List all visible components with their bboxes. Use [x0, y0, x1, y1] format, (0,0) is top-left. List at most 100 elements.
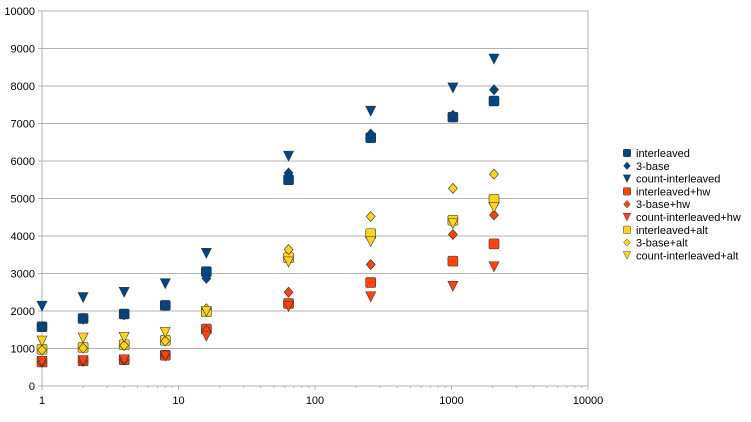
y-axis-tick-labels: 0 1000 2000 3000 4000 5000 6000 7000 8000 9000 100… [4, 6, 35, 393]
y-tick-label: 8000 [11, 81, 35, 93]
x-tick-label: 10000 [573, 395, 604, 407]
y-tick-label: 6000 [11, 156, 35, 168]
x-tick-label: 1000 [439, 395, 463, 407]
legend-item: count-interleaved+alt [622, 250, 738, 262]
data-point-count-interleaved-hw [447, 280, 459, 292]
data-point-count-interleaved-alt [283, 256, 295, 268]
data-point-count-interleaved [200, 247, 212, 259]
data-point-interleaved-hw [488, 238, 500, 250]
x-tick-label: 1 [39, 395, 45, 407]
legend-marker [622, 213, 632, 222]
legend-label: count-interleaved+alt [636, 250, 738, 262]
data-point-3-base [448, 109, 458, 121]
y-tick-label: 1000 [11, 344, 35, 356]
data-point-count-interleaved-alt [447, 218, 459, 230]
data-point-count-interleaved-hw [159, 350, 171, 362]
data-point-3-base [365, 128, 376, 140]
data-point-count-interleaved-hw [77, 355, 89, 367]
legend-marker [623, 238, 631, 247]
data-point-count-interleaved [365, 105, 377, 117]
legend: interleaved3-basecount-interleavedinterl… [622, 148, 741, 262]
data-point-count-interleaved-hw [118, 354, 130, 366]
legend-label: interleaved+alt [636, 225, 708, 237]
y-tick-label: 9000 [11, 44, 35, 56]
legend-label: count-interleaved+hw [636, 212, 741, 224]
data-point-count-interleaved-hw [36, 355, 48, 367]
data-point-count-interleaved-alt [159, 327, 171, 339]
legend-label: interleaved+hw [636, 186, 710, 198]
data-point-interleaved [488, 95, 500, 107]
data-point-3-base-hw [365, 259, 376, 270]
legend-item: interleaved+hw [623, 186, 710, 198]
data-point-interleaved-hw [447, 255, 459, 267]
data-point-3-base-alt [37, 344, 47, 356]
data-point-count-interleaved [118, 286, 130, 298]
data-points [36, 53, 500, 368]
x-tick-label: 100 [306, 395, 324, 407]
data-point-count-interleaved-alt [365, 236, 377, 248]
y-tick-label: 5000 [11, 194, 35, 206]
data-point-3-base [37, 321, 47, 333]
legend-label: 3-base [636, 161, 670, 173]
data-point-count-interleaved-hw [488, 261, 500, 273]
legend-marker [623, 200, 631, 209]
data-point-count-interleaved [447, 82, 459, 94]
legend-item: interleaved+alt [623, 225, 708, 237]
y-tick-label: 0 [29, 381, 35, 393]
data-point-count-interleaved-hw [283, 301, 295, 313]
data-point-3-base-alt [78, 342, 88, 354]
legend-item: count-interleaved [622, 174, 720, 186]
data-point-count-interleaved-alt [200, 306, 212, 318]
data-point-3-base [283, 167, 294, 179]
y-tick-label: 7000 [11, 119, 35, 131]
data-point-3-base-alt [283, 244, 294, 255]
data-point-3-base-hw [283, 286, 294, 298]
legend-marker [623, 149, 631, 157]
data-point-count-interleaved-alt [488, 202, 500, 214]
data-point-count-interleaved [283, 150, 295, 162]
data-point-count-interleaved [159, 278, 171, 290]
data-point-3-base-alt [365, 211, 376, 222]
y-tick-label: 4000 [11, 231, 35, 243]
y-tick-label: 3000 [11, 269, 35, 281]
y-tick-label: 10000 [4, 6, 35, 18]
data-point-3-base [160, 299, 171, 311]
legend-label: 3-base+hw [636, 199, 690, 211]
legend-marker [622, 174, 632, 183]
data-point-count-interleaved-hw [365, 291, 377, 303]
legend-marker [623, 161, 631, 170]
legend-label: interleaved [636, 148, 690, 160]
data-point-3-base-hw [448, 229, 458, 240]
data-point-3-base-alt [489, 168, 499, 180]
legend-item: interleaved [623, 148, 690, 160]
data-point-count-interleaved-hw [200, 330, 212, 342]
data-point-3-base [78, 313, 88, 325]
grid-lines [42, 10, 588, 387]
x-tick-label: 10 [172, 395, 184, 407]
data-point-3-base-alt [448, 182, 458, 194]
legend-marker [623, 225, 631, 234]
data-point-count-interleaved-alt [118, 331, 130, 343]
legend-item: 3-base [623, 161, 670, 173]
legend-marker [622, 251, 632, 260]
legend-marker [623, 187, 631, 196]
legend-item: 3-base+hw [623, 199, 690, 211]
legend-item: 3-base+alt [623, 238, 688, 250]
data-point-3-base-alt [119, 340, 130, 351]
data-point-3-base [201, 272, 212, 284]
legend-label: count-interleaved [636, 174, 720, 186]
data-point-count-interleaved-alt [36, 335, 48, 347]
data-point-count-interleaved [488, 53, 500, 65]
x-axis-tick-labels: 1 10 100 1000 10000 [39, 395, 603, 407]
data-point-3-base [489, 84, 499, 96]
data-point-3-base-hw [489, 209, 499, 221]
data-point-3-base-alt [160, 335, 171, 347]
legend-label: 3-base+alt [636, 238, 688, 250]
data-point-interleaved-hw [365, 277, 377, 288]
data-point-count-interleaved [36, 300, 48, 312]
legend-item: count-interleaved+hw [622, 212, 741, 224]
data-point-count-interleaved [77, 292, 89, 304]
y-tick-label: 2000 [11, 306, 35, 318]
data-point-count-interleaved-alt [77, 332, 89, 344]
